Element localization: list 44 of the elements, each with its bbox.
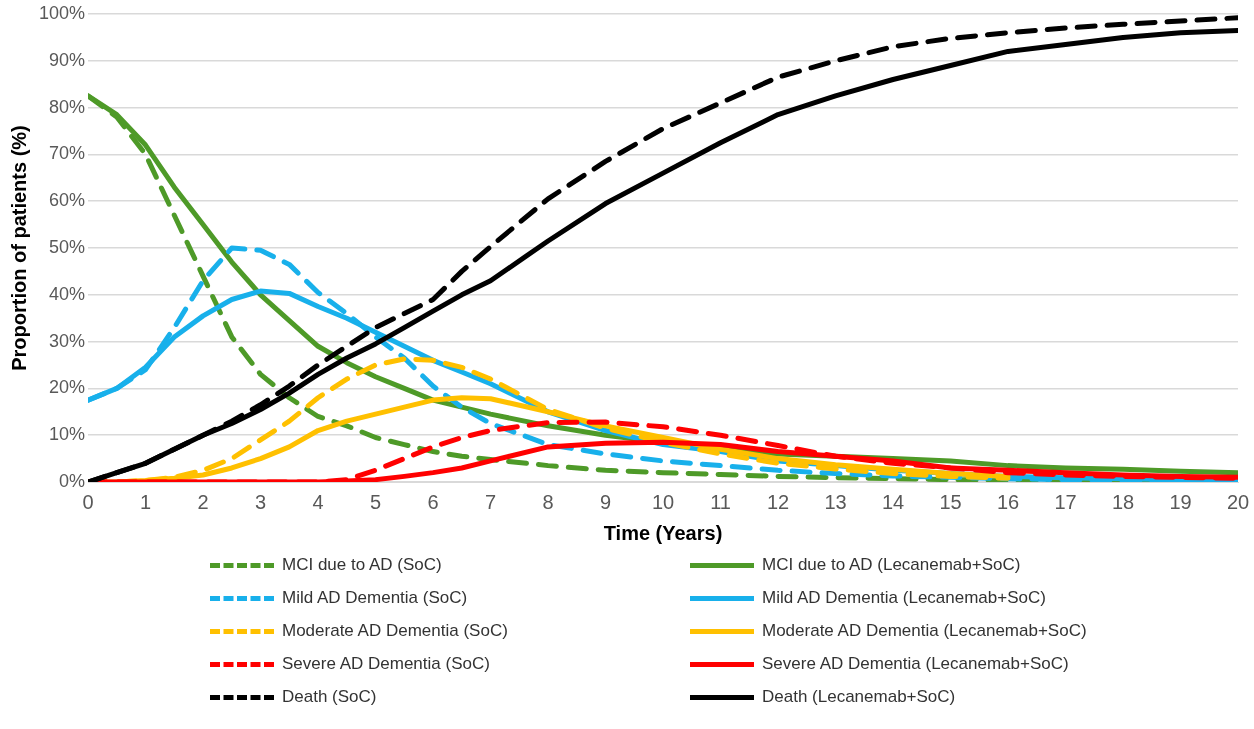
- x-tick-label: 10: [651, 490, 675, 513]
- y-tick-label: 10%: [49, 424, 86, 445]
- legend-label: Moderate AD Dementia (Lecanemab+SoC): [762, 621, 1087, 641]
- legend-label: Death (Lecanemab+SoC): [762, 687, 956, 707]
- x-tick-label: 7: [484, 490, 497, 513]
- y-tick-label: 20%: [49, 377, 86, 398]
- y-tick-label: 30%: [49, 330, 86, 351]
- x-tick-label: 4: [312, 490, 324, 513]
- y-tick-label: 40%: [49, 283, 86, 304]
- x-tick-label: 3: [254, 490, 267, 513]
- x-tick-label: 15: [939, 490, 962, 513]
- x-tick-label: 2: [197, 490, 209, 513]
- y-tick-label: 80%: [49, 96, 86, 117]
- x-tick-label: 20: [1226, 490, 1250, 513]
- y-tick-label: 70%: [49, 143, 86, 164]
- legend-label: Severe AD Dementia (SoC): [282, 654, 490, 674]
- legend-label: MCI due to AD (Lecanemab+SoC): [762, 555, 1021, 575]
- x-tick-label: 19: [1169, 490, 1192, 513]
- x-tick-label: 11: [710, 490, 731, 513]
- y-tick-label: 90%: [49, 49, 86, 70]
- x-tick-label: 1: [139, 490, 152, 513]
- y-tick-label: 0%: [59, 470, 86, 491]
- x-tick-label: 9: [599, 490, 612, 513]
- legend-label: Mild AD Dementia (SoC): [282, 588, 468, 608]
- x-tick-label: 14: [881, 490, 905, 513]
- legend-label: Moderate AD Dementia (SoC): [282, 621, 508, 641]
- x-tick-label: 13: [824, 490, 847, 513]
- y-tick-label: 100%: [38, 2, 86, 23]
- y-tick-label: 50%: [49, 236, 86, 257]
- x-tick-label: 17: [1054, 490, 1077, 513]
- x-tick-label: 8: [542, 490, 554, 513]
- legend-label: Severe AD Dementia (Lecanemab+SoC): [762, 654, 1069, 674]
- x-tick-label: 5: [369, 490, 382, 513]
- x-tick-label: 0: [82, 490, 94, 513]
- legend-label: Mild AD Dementia (Lecanemab+SoC): [762, 588, 1046, 608]
- y-tick-label: 60%: [49, 190, 86, 211]
- x-tick-label: 12: [766, 490, 790, 513]
- x-tick-label: 16: [996, 490, 1020, 513]
- legend-label: MCI due to AD (SoC): [282, 555, 442, 575]
- x-axis-title: Time (Years): [603, 521, 723, 544]
- x-tick-label: 18: [1111, 490, 1135, 513]
- legend-label: Death (SoC): [282, 687, 377, 707]
- y-axis-title: Proportion of patients (%): [7, 125, 30, 371]
- x-tick-label: 6: [427, 490, 439, 513]
